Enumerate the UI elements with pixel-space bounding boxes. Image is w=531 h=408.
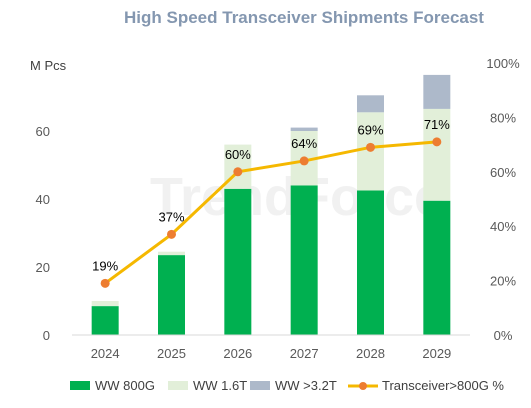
bar-ww-1-6t-2025 bbox=[158, 251, 185, 256]
legend-swatch-ww-1-6t bbox=[168, 381, 188, 390]
legend: WW 800G WW 1.6T WW >3.2T Transceiver>800G % bbox=[70, 378, 504, 393]
series-line-transceiver-800g-pct bbox=[104, 140, 437, 285]
x-tick-label: 2026 bbox=[223, 346, 252, 361]
data-label-2028: 69% bbox=[357, 122, 383, 137]
bars-layer bbox=[91, 74, 451, 335]
bar-ww-1-6t-2029 bbox=[423, 108, 451, 201]
y2-tick-label: 0% bbox=[494, 328, 513, 343]
data-label-2026: 60% bbox=[225, 147, 251, 162]
bar-ww-800g-2028 bbox=[357, 190, 384, 335]
y-tick-label: 60 bbox=[36, 124, 50, 139]
chart-title: High Speed Transceiver Shipments Forecas… bbox=[124, 8, 484, 27]
x-tick-label: 2024 bbox=[91, 346, 120, 361]
line-layer: 19% 37% 60% 64% 69% 71% bbox=[92, 117, 450, 288]
data-label-2024: 19% bbox=[92, 258, 118, 273]
line-point-2026 bbox=[233, 167, 243, 177]
bar-ww-800g-2026 bbox=[224, 188, 252, 335]
legend-label-ww-3-2t: WW >3.2T bbox=[275, 378, 337, 393]
legend-swatch-ww-800g bbox=[70, 381, 90, 390]
legend-label-ww-800g: WW 800G bbox=[95, 378, 155, 393]
line-point-2028 bbox=[366, 142, 375, 152]
bar-ww-800g-2029 bbox=[423, 200, 451, 335]
bar-ww-800g-2024 bbox=[91, 306, 119, 335]
y2-tick-label: 60% bbox=[490, 165, 516, 180]
legend-swatch-ww-3-2t bbox=[250, 381, 270, 390]
data-label-2029: 71% bbox=[424, 117, 450, 132]
legend-label-transceiver-800g-: Transceiver>800G % bbox=[382, 378, 504, 393]
line-point-2027 bbox=[299, 156, 309, 166]
bar-ww-3-2t-2028 bbox=[357, 95, 384, 113]
y2-tick-label: 20% bbox=[490, 274, 516, 289]
y-axis-label: M Pcs bbox=[30, 58, 67, 73]
line-point-2025 bbox=[167, 229, 176, 239]
bar-ww-1-6t-2024 bbox=[91, 301, 119, 307]
y-tick-label: 40 bbox=[36, 192, 50, 207]
y-tick-label: 0 bbox=[43, 328, 50, 343]
bar-ww-3-2t-2029 bbox=[423, 74, 451, 109]
x-tick-label: 2029 bbox=[422, 346, 451, 361]
data-label-2027: 64% bbox=[291, 136, 317, 151]
x-tick-label: 2025 bbox=[157, 346, 186, 361]
bar-ww-800g-2027 bbox=[290, 185, 318, 335]
bar-ww-800g-2025 bbox=[158, 255, 185, 335]
legend-label-ww-1-6t: WW 1.6T bbox=[193, 378, 247, 393]
line-point-2029 bbox=[432, 137, 442, 147]
legend-swatch-marker-transceiver-800g- bbox=[359, 382, 367, 390]
line-point-2024 bbox=[100, 278, 110, 288]
y2-tick-label: 100% bbox=[486, 56, 520, 71]
y2-tick-label: 80% bbox=[490, 110, 516, 125]
x-tick-label: 2027 bbox=[290, 346, 319, 361]
x-tick-label: 2028 bbox=[356, 346, 385, 361]
bar-ww-3-2t-2027 bbox=[290, 127, 318, 131]
data-label-2025: 37% bbox=[158, 209, 184, 224]
axes-layer: 2024 2025 2026 2027 2028 2029 0 20 40 60 0% 20% 40% 6… bbox=[36, 56, 521, 361]
y2-tick-label: 40% bbox=[490, 219, 516, 234]
y-tick-label: 20 bbox=[36, 260, 50, 275]
